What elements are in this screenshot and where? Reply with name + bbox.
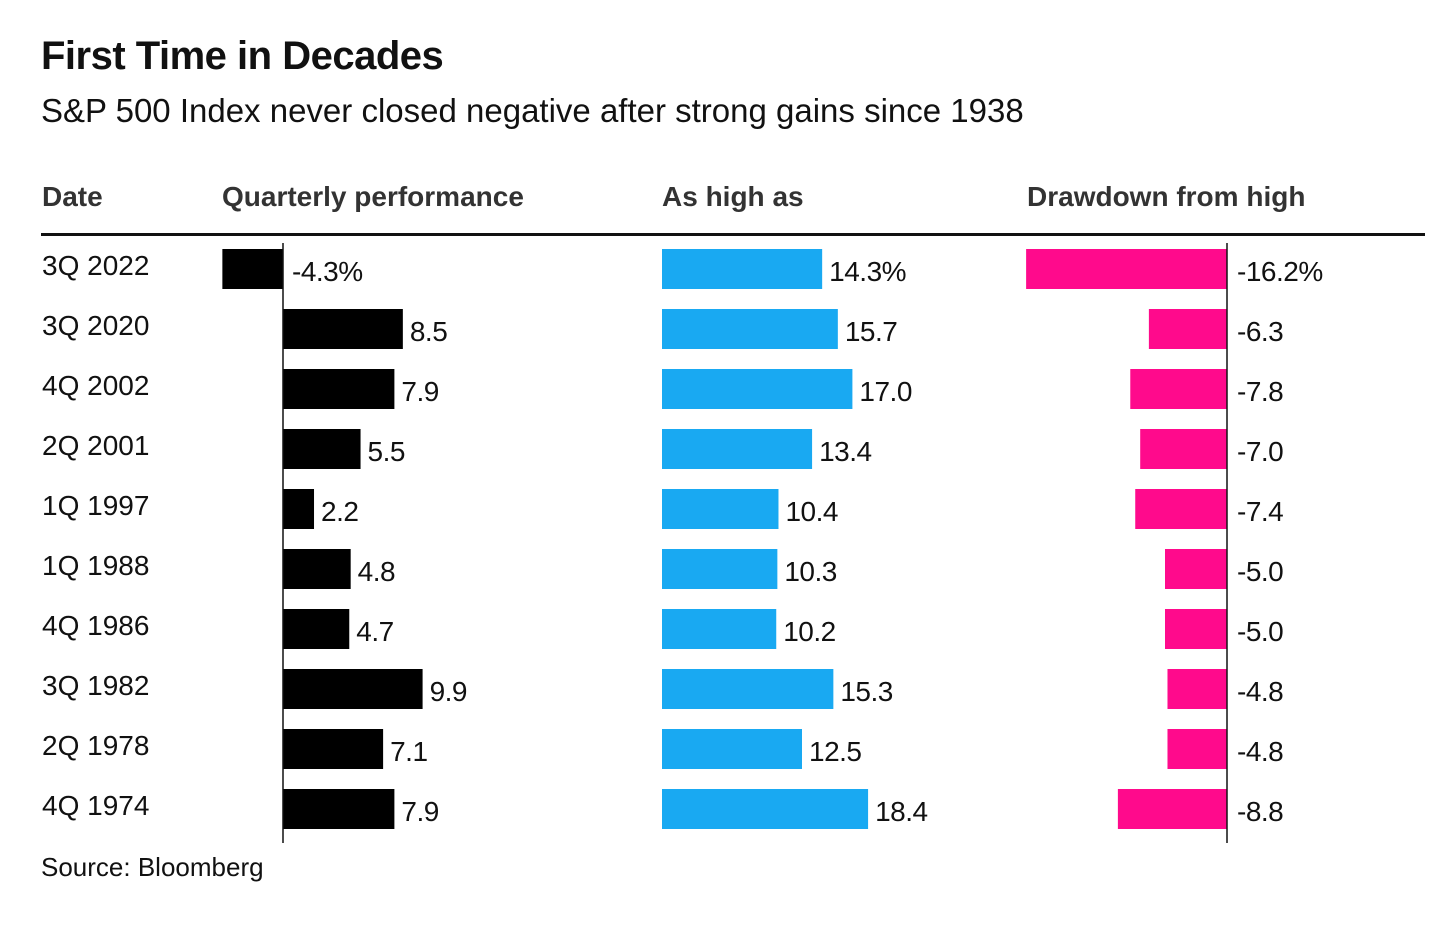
drawdown-value-label: -7.4 [1237,496,1283,527]
quarterly-value-label: 8.5 [410,316,447,347]
date-label: 2Q 2001 [42,430,149,461]
quarterly-bar [283,549,351,589]
quarterly-bar [283,429,361,469]
high-value-label: 17.0 [859,376,912,407]
drawdown-bar [1117,789,1227,829]
quarterly-bar [283,489,315,529]
high-value-label: 12.5 [809,736,862,767]
drawdown-bar [1140,429,1227,469]
quarterly-bar [283,369,395,409]
drawdown-bar [1167,729,1227,769]
drawdown-bar [1165,609,1227,649]
date-label: 4Q 1986 [42,610,149,641]
drawdown-value-label: -7.0 [1237,436,1283,467]
chart-subtitle: S&P 500 Index never closed negative afte… [41,92,1024,129]
high-bar [662,369,853,409]
quarterly-bar [283,669,423,709]
date-label: 1Q 1997 [42,490,149,521]
drawdown-value-label: -6.3 [1237,316,1283,347]
date-label: 3Q 2022 [42,250,149,281]
drawdown-value-label: -16.2% [1237,256,1323,287]
quarterly-value-label: 2.2 [321,496,358,527]
date-label: 1Q 1988 [42,550,149,581]
high-value-label: 10.4 [785,496,838,527]
column-header-date: Date [42,181,103,212]
high-value-label: 15.7 [845,316,898,347]
column-header-drawdown-from-high: Drawdown from high [1027,181,1306,212]
date-label: 4Q 1974 [42,790,149,821]
high-bar [662,309,838,349]
drawdown-value-label: -5.0 [1237,556,1283,587]
high-value-label: 15.3 [840,676,893,707]
high-bar [662,429,813,469]
high-bar [662,669,834,709]
date-label: 4Q 2002 [42,370,149,401]
high-bar [662,489,779,529]
high-bar [662,729,802,769]
high-bar [662,789,869,829]
drawdown-bar [1130,369,1227,409]
drawdown-value-label: -5.0 [1237,616,1283,647]
quarterly-bar [283,789,395,829]
column-header-quarterly-performance: Quarterly performance [222,181,524,212]
high-value-label: 13.4 [819,436,872,467]
drawdown-value-label: -7.8 [1237,376,1283,407]
high-bar [662,609,777,649]
quarterly-value-label: 7.1 [390,736,427,767]
quarterly-value-label: -4.3% [292,256,363,287]
quarterly-value-label: 4.7 [356,616,393,647]
quarterly-value-label: 7.9 [401,376,438,407]
drawdown-bar [1135,489,1227,529]
high-value-label: 10.3 [784,556,837,587]
drawdown-value-label: -8.8 [1237,796,1283,827]
high-bar [662,549,778,589]
quarterly-bar [222,249,283,289]
quarterly-value-label: 4.8 [358,556,395,587]
date-label: 2Q 1978 [42,730,149,761]
high-bar [662,249,823,289]
quarterly-value-label: 9.9 [430,676,467,707]
drawdown-bar [1165,549,1227,589]
quarterly-bar [283,609,350,649]
quarterly-value-label: 7.9 [401,796,438,827]
quarterly-bar [283,309,403,349]
drawdown-value-label: -4.8 [1237,676,1283,707]
drawdown-bar [1148,309,1227,349]
high-value-label: 18.4 [875,796,928,827]
source-note: Source: Bloomberg [41,852,264,882]
high-value-label: 10.2 [783,616,836,647]
drawdown-value-label: -4.8 [1237,736,1283,767]
high-value-label: 14.3% [829,256,906,287]
drawdown-bar [1026,249,1227,289]
quarterly-bar [283,729,384,769]
column-header-as-high-as: As high as [662,181,804,212]
date-label: 3Q 2020 [42,310,149,341]
chart-title: First Time in Decades [41,34,444,78]
drawdown-bar [1167,669,1227,709]
date-label: 3Q 1982 [42,670,149,701]
quarterly-value-label: 5.5 [368,436,405,467]
header-rule [41,233,1425,236]
